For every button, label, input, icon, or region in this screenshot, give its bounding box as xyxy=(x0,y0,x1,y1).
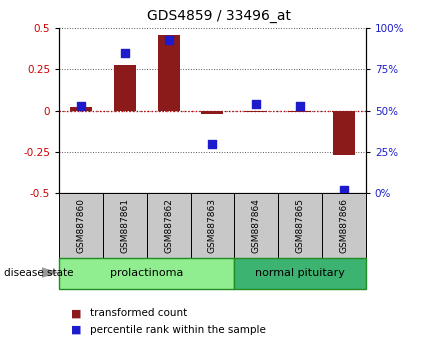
Text: disease state: disease state xyxy=(4,268,74,278)
Point xyxy=(121,50,128,56)
Text: ■: ■ xyxy=(71,325,82,335)
Text: GSM887864: GSM887864 xyxy=(252,198,261,253)
Bar xyxy=(114,64,136,111)
Bar xyxy=(322,193,366,258)
Bar xyxy=(289,111,311,112)
Polygon shape xyxy=(42,267,59,278)
Bar xyxy=(70,107,92,111)
Bar xyxy=(191,193,234,258)
Point xyxy=(297,103,304,109)
Bar xyxy=(245,111,267,112)
Point xyxy=(340,187,347,193)
Point xyxy=(165,37,172,43)
Bar xyxy=(333,111,355,155)
Text: GSM887866: GSM887866 xyxy=(339,198,348,253)
Bar xyxy=(147,193,191,258)
Text: GSM887863: GSM887863 xyxy=(208,198,217,253)
Bar xyxy=(103,193,147,258)
Point xyxy=(209,141,216,147)
Point xyxy=(253,101,260,107)
Bar xyxy=(158,35,180,111)
Text: GSM887861: GSM887861 xyxy=(120,198,129,253)
Text: percentile rank within the sample: percentile rank within the sample xyxy=(90,325,266,335)
Point xyxy=(78,103,85,109)
Bar xyxy=(234,193,278,258)
Bar xyxy=(59,193,103,258)
Bar xyxy=(59,258,234,289)
Bar xyxy=(234,258,366,289)
Bar xyxy=(201,111,223,114)
Text: ■: ■ xyxy=(71,308,82,318)
Bar xyxy=(278,193,322,258)
Text: GSM887865: GSM887865 xyxy=(296,198,304,253)
Text: transformed count: transformed count xyxy=(90,308,187,318)
Text: prolactinoma: prolactinoma xyxy=(110,268,184,279)
Text: GDS4859 / 33496_at: GDS4859 / 33496_at xyxy=(147,9,291,23)
Text: GSM887862: GSM887862 xyxy=(164,198,173,253)
Text: GSM887860: GSM887860 xyxy=(77,198,85,253)
Text: normal pituitary: normal pituitary xyxy=(255,268,345,279)
